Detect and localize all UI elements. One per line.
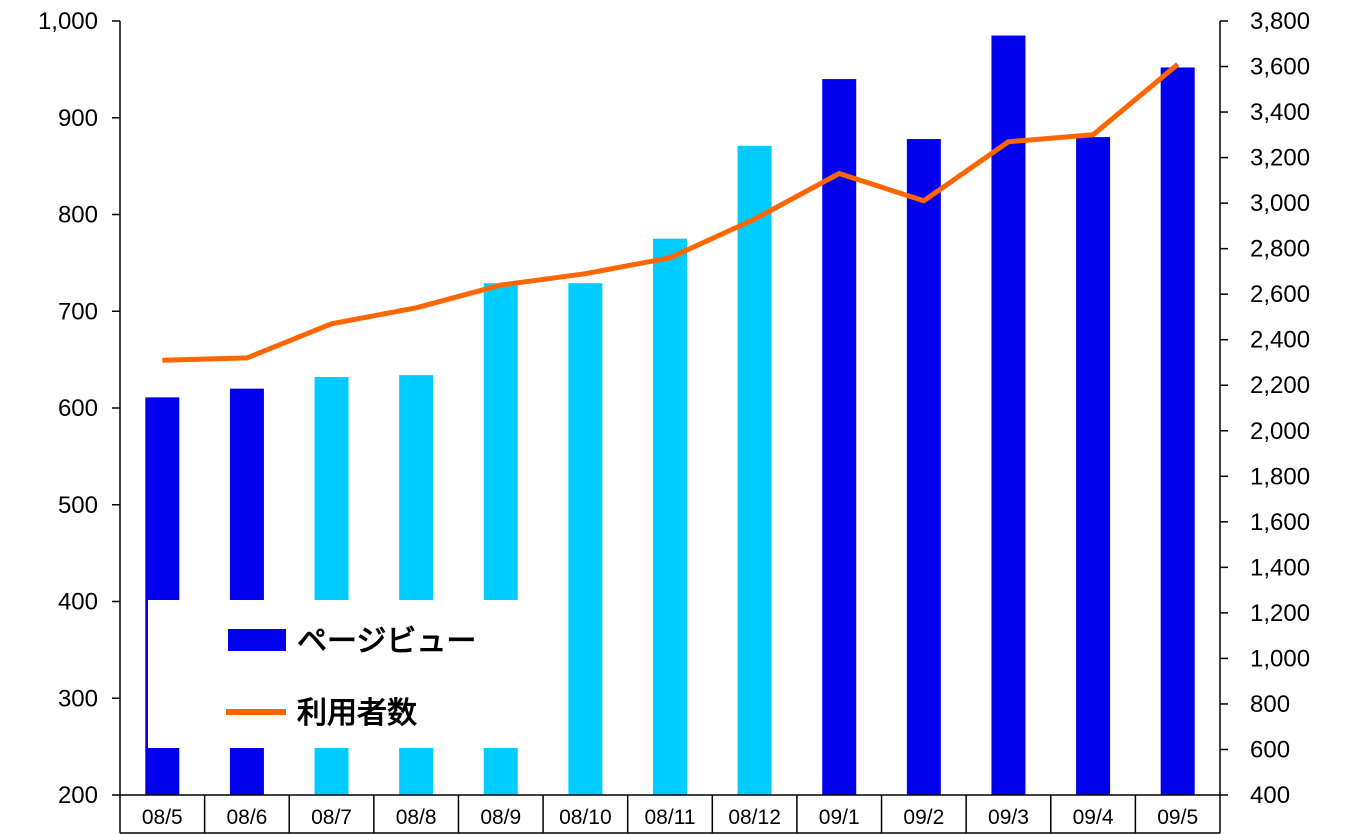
x-tick-label: 08/10	[559, 806, 612, 829]
y-left-tick-label: 600	[58, 395, 98, 422]
line-layer	[162, 62, 1180, 363]
x-tick-label: 09/2	[903, 806, 944, 829]
bar-09-5	[1160, 67, 1195, 795]
y-right-tick-label: 1,800	[1250, 463, 1310, 490]
legend-marker-pageviews	[228, 629, 286, 651]
bar-09-4	[1076, 137, 1111, 796]
y-right-tick-label: 3,400	[1250, 99, 1310, 126]
x-tick-label: 08/9	[480, 806, 521, 829]
y-right-tick-label: 1,600	[1250, 509, 1310, 536]
y-right-tick-label: 3,600	[1250, 54, 1310, 81]
x-tick-label: 08/11	[645, 806, 696, 829]
bar-08-12	[737, 145, 772, 795]
bar-09-3	[991, 35, 1026, 795]
y-right-tick-label: 2,600	[1250, 281, 1310, 308]
y-left-tick-label: 1,000	[38, 8, 98, 35]
y-right-tick-label: 1,000	[1250, 645, 1310, 672]
legend: ページビュー 利用者数	[226, 624, 476, 731]
legend-box	[148, 600, 520, 748]
bar-09-1	[822, 79, 857, 796]
legend-label-pageviews: ページビュー	[297, 624, 476, 659]
y-left-tick-label: 300	[58, 685, 98, 712]
x-tick-label: 08/5	[142, 806, 183, 829]
y-right-tick-label: 800	[1250, 691, 1290, 718]
y-right-tick-label: 3,000	[1250, 190, 1310, 217]
y-right-tick-label: 2,400	[1250, 327, 1310, 354]
y-left-tick-label: 400	[58, 589, 98, 616]
y-left-tick-label: 700	[58, 298, 98, 325]
y-right-tick-label: 2,800	[1250, 236, 1310, 263]
x-tick-label: 09/3	[988, 806, 1029, 829]
y-right-tick-label: 2,200	[1250, 372, 1310, 399]
x-tick-label: 08/6	[226, 806, 267, 829]
legend-label-users: 利用者数	[297, 696, 418, 731]
y-right-tick-label: 400	[1250, 782, 1290, 809]
y-left-tick-label: 500	[58, 492, 98, 519]
y-right-tick-label: 600	[1250, 736, 1290, 763]
x-tick-label: 08/8	[396, 806, 437, 829]
series-line-users	[162, 62, 1180, 363]
y-left-tick-label: 200	[58, 782, 98, 809]
y-right-tick-label: 3,200	[1250, 145, 1310, 172]
y-right-tick-label: 3,800	[1250, 8, 1310, 35]
y-right-tick-label: 1,200	[1250, 600, 1310, 627]
x-tick-label: 08/12	[728, 806, 781, 829]
y-right-tick-label: 2,000	[1250, 418, 1310, 445]
x-tick-label: 08/7	[311, 806, 352, 829]
y-left-tick-label: 900	[58, 105, 98, 132]
bar-09-2	[906, 139, 941, 795]
x-tick-label: 09/4	[1073, 806, 1114, 829]
y-left-tick-label: 800	[58, 202, 98, 229]
axes-layer: 08/5 08/6 08/7 08/8 08/9 08/10 08/11 08/12 09/1 0…	[38, 8, 1310, 834]
x-tick-label: 09/5	[1157, 806, 1198, 829]
y-right-tick-label: 1,400	[1250, 554, 1310, 581]
x-tick-label: 09/1	[819, 806, 860, 829]
bar-08-11	[653, 238, 687, 795]
bar-08-10	[568, 283, 603, 795]
